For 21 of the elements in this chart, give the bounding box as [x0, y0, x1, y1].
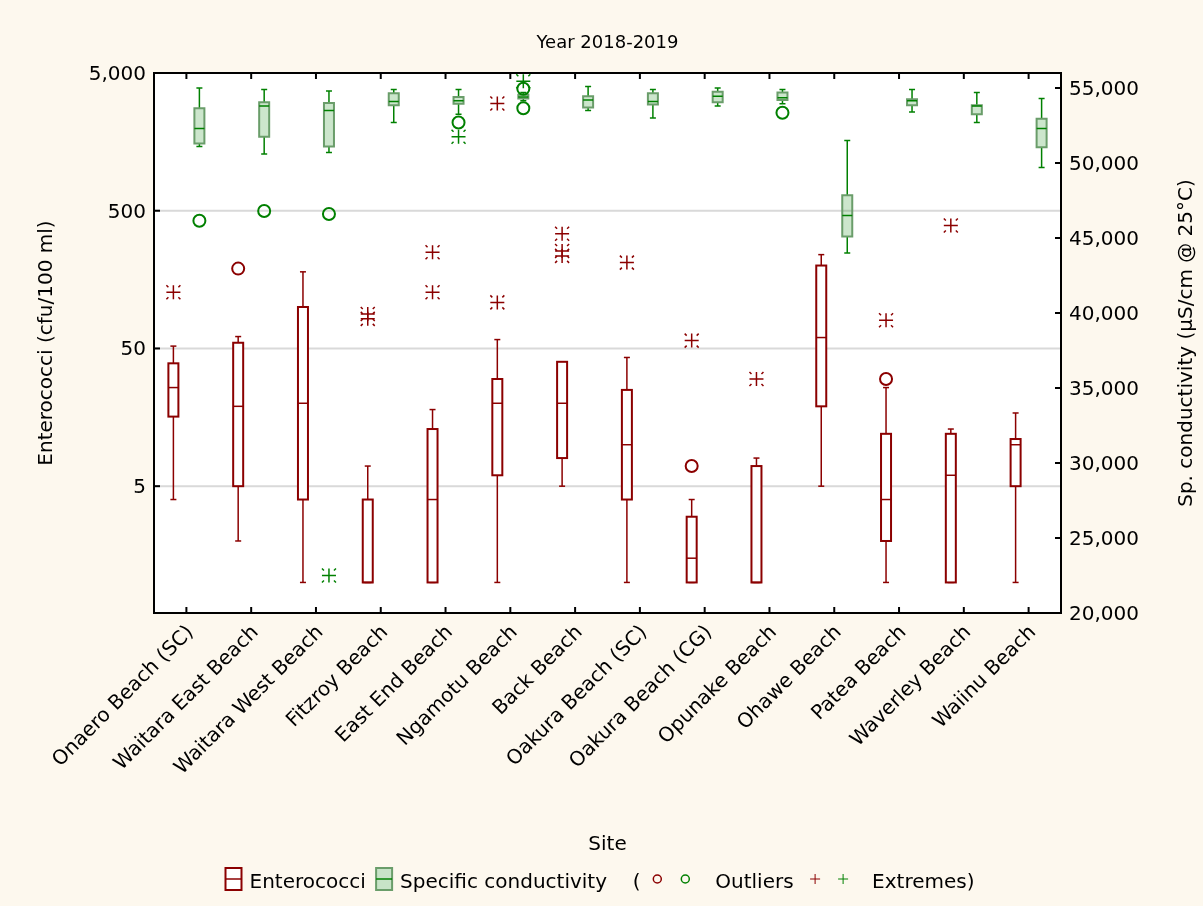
text: ( — [632, 869, 641, 893]
y2-tick-label: 30,000 — [1069, 451, 1139, 475]
y-tick-label: 500 — [107, 198, 146, 223]
y2-tick-label: 45,000 — [1069, 226, 1139, 250]
legend-label: Enterococci — [249, 869, 366, 893]
chart-title: Year 2018-2019 — [535, 31, 679, 52]
y2-tick-label: 40,000 — [1069, 301, 1139, 325]
y2-tick-label: 20,000 — [1069, 601, 1139, 625]
y2-tick-label: 55,000 — [1069, 76, 1139, 100]
y2-axis-title: Sp. conductivity (µS/cm @ 25°C) — [1173, 179, 1197, 507]
legend-label: Specific conductivity — [400, 869, 608, 893]
y2-tick-label: 50,000 — [1069, 151, 1139, 175]
x-axis-title: Site — [588, 831, 627, 855]
text: Outliers — [715, 869, 794, 893]
y-axis-title: Enterococci (cfu/100 ml) — [33, 220, 57, 466]
text: Extremes) — [872, 869, 975, 893]
y-tick-label: 5,000 — [88, 61, 146, 85]
y-tick-label: 50 — [120, 336, 146, 361]
y2-tick-label: 25,000 — [1069, 526, 1139, 550]
y2-tick-label: 35,000 — [1069, 376, 1139, 400]
y-tick-label: 5 — [133, 474, 146, 499]
